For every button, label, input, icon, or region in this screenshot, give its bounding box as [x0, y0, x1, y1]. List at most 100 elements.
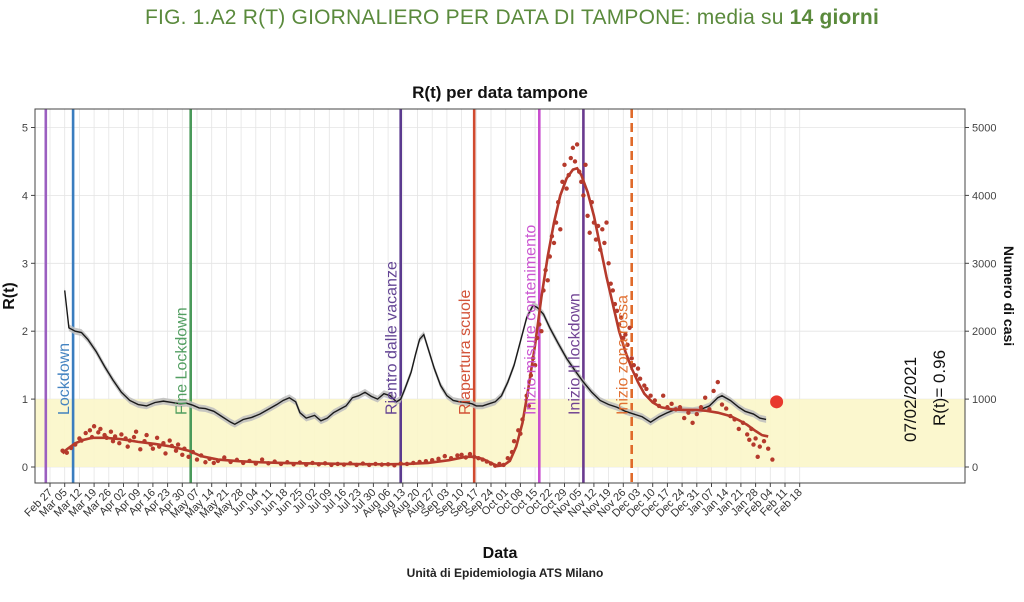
case-point: [558, 227, 563, 232]
event-label: Lockdown: [56, 343, 73, 415]
case-point: [511, 438, 517, 444]
case-point: [686, 410, 691, 415]
case-point: [694, 411, 699, 417]
case-point: [698, 405, 704, 410]
case-point: [631, 362, 636, 368]
case-point: [745, 432, 750, 437]
case-point: [625, 342, 630, 347]
case-point: [770, 457, 775, 462]
case-point: [682, 415, 687, 421]
case-point: [562, 162, 567, 168]
case-point: [635, 366, 641, 371]
case-point: [719, 402, 725, 407]
case-point: [747, 437, 752, 443]
case-point: [117, 441, 122, 446]
case-point: [455, 453, 460, 458]
annotation-rt: R(t)= 0.96: [930, 350, 949, 426]
case-point: [583, 162, 588, 168]
event-label: Inizio misure contenimento: [522, 225, 539, 415]
case-point: [532, 362, 538, 368]
case-point: [87, 428, 93, 433]
rt-line: [64, 290, 767, 426]
y-tick-label: 3: [22, 258, 28, 270]
y2-tick-label: 1000: [972, 394, 996, 406]
case-point: [539, 329, 544, 334]
event-label: Rientro dalle vacanze: [384, 261, 401, 415]
case-point: [570, 145, 576, 151]
y2-tick-label: 5000: [972, 123, 996, 135]
cases-trend-line: [61, 166, 769, 468]
case-point: [96, 430, 101, 435]
case-point: [644, 386, 649, 392]
case-point: [585, 213, 590, 218]
case-point: [661, 393, 666, 398]
case-point: [526, 403, 531, 409]
case-point: [173, 448, 179, 453]
case-point: [629, 356, 634, 361]
case-point: [467, 451, 473, 457]
case-point: [669, 401, 674, 407]
event-label: Inizio II lockdown: [566, 293, 583, 415]
case-point: [604, 220, 609, 225]
case-point: [642, 383, 647, 388]
current-rt-marker: [770, 395, 784, 409]
case-point: [724, 406, 729, 411]
case-point: [98, 426, 103, 432]
case-point: [203, 460, 208, 465]
case-point: [574, 142, 580, 147]
y-tick-label: 0: [22, 462, 28, 474]
y-tick-label: 4: [22, 190, 28, 202]
case-point: [652, 398, 657, 403]
case-point: [593, 237, 599, 242]
y-tick-label: 2: [22, 326, 28, 338]
figure-title-main: FIG. 1.A2 R(T) GIORNALIERO PER DATA DI T…: [145, 6, 790, 29]
figure-title: FIG. 1.A2 R(T) GIORNALIERO PER DATA DI T…: [0, 6, 1024, 30]
case-point: [690, 420, 695, 426]
case-point: [753, 436, 758, 441]
case-point: [133, 429, 139, 434]
case-point: [154, 435, 160, 441]
y-tick-label: 1: [22, 394, 28, 406]
y-axis-label: R(t): [1, 282, 18, 310]
case-point: [108, 429, 114, 434]
case-point: [91, 424, 97, 429]
case-point: [163, 451, 168, 456]
case-point: [83, 430, 88, 436]
case-point: [736, 426, 741, 432]
plot-border: [34, 108, 966, 484]
case-point: [551, 240, 557, 246]
y2-axis-label: Numero di casi: [1001, 246, 1017, 346]
annotation-date: 07/02/2021: [901, 357, 920, 442]
case-point: [761, 438, 767, 444]
case-point: [131, 434, 137, 440]
event-label: Riapertura scuole: [457, 290, 474, 416]
case-point: [144, 432, 149, 438]
case-point: [766, 446, 771, 451]
case-point: [505, 455, 510, 461]
case-point: [572, 159, 578, 164]
case-point: [677, 405, 683, 410]
case-point: [637, 376, 643, 381]
case-point: [564, 186, 569, 191]
case-point: [545, 278, 550, 283]
case-point: [119, 432, 124, 437]
case-point: [619, 315, 624, 320]
case-point: [568, 155, 573, 161]
event-label: Inizio zona rossa: [615, 295, 632, 415]
x-axis-label: Data: [483, 545, 518, 562]
case-point: [222, 455, 227, 460]
case-point: [180, 452, 185, 457]
case-point: [194, 457, 200, 462]
case-point: [623, 332, 628, 337]
case-point: [110, 438, 116, 444]
figure-title-bold: 14 giorni: [789, 6, 879, 29]
case-point: [751, 442, 756, 447]
chart-title: R(t) per data tampone: [412, 83, 588, 102]
y2-tick-label: 3000: [972, 258, 996, 270]
y2-tick-label: 2000: [972, 326, 996, 338]
case-point: [757, 444, 762, 449]
case-point: [211, 460, 216, 466]
case-point: [581, 193, 586, 198]
case-point: [560, 179, 565, 185]
case-point: [715, 379, 720, 385]
